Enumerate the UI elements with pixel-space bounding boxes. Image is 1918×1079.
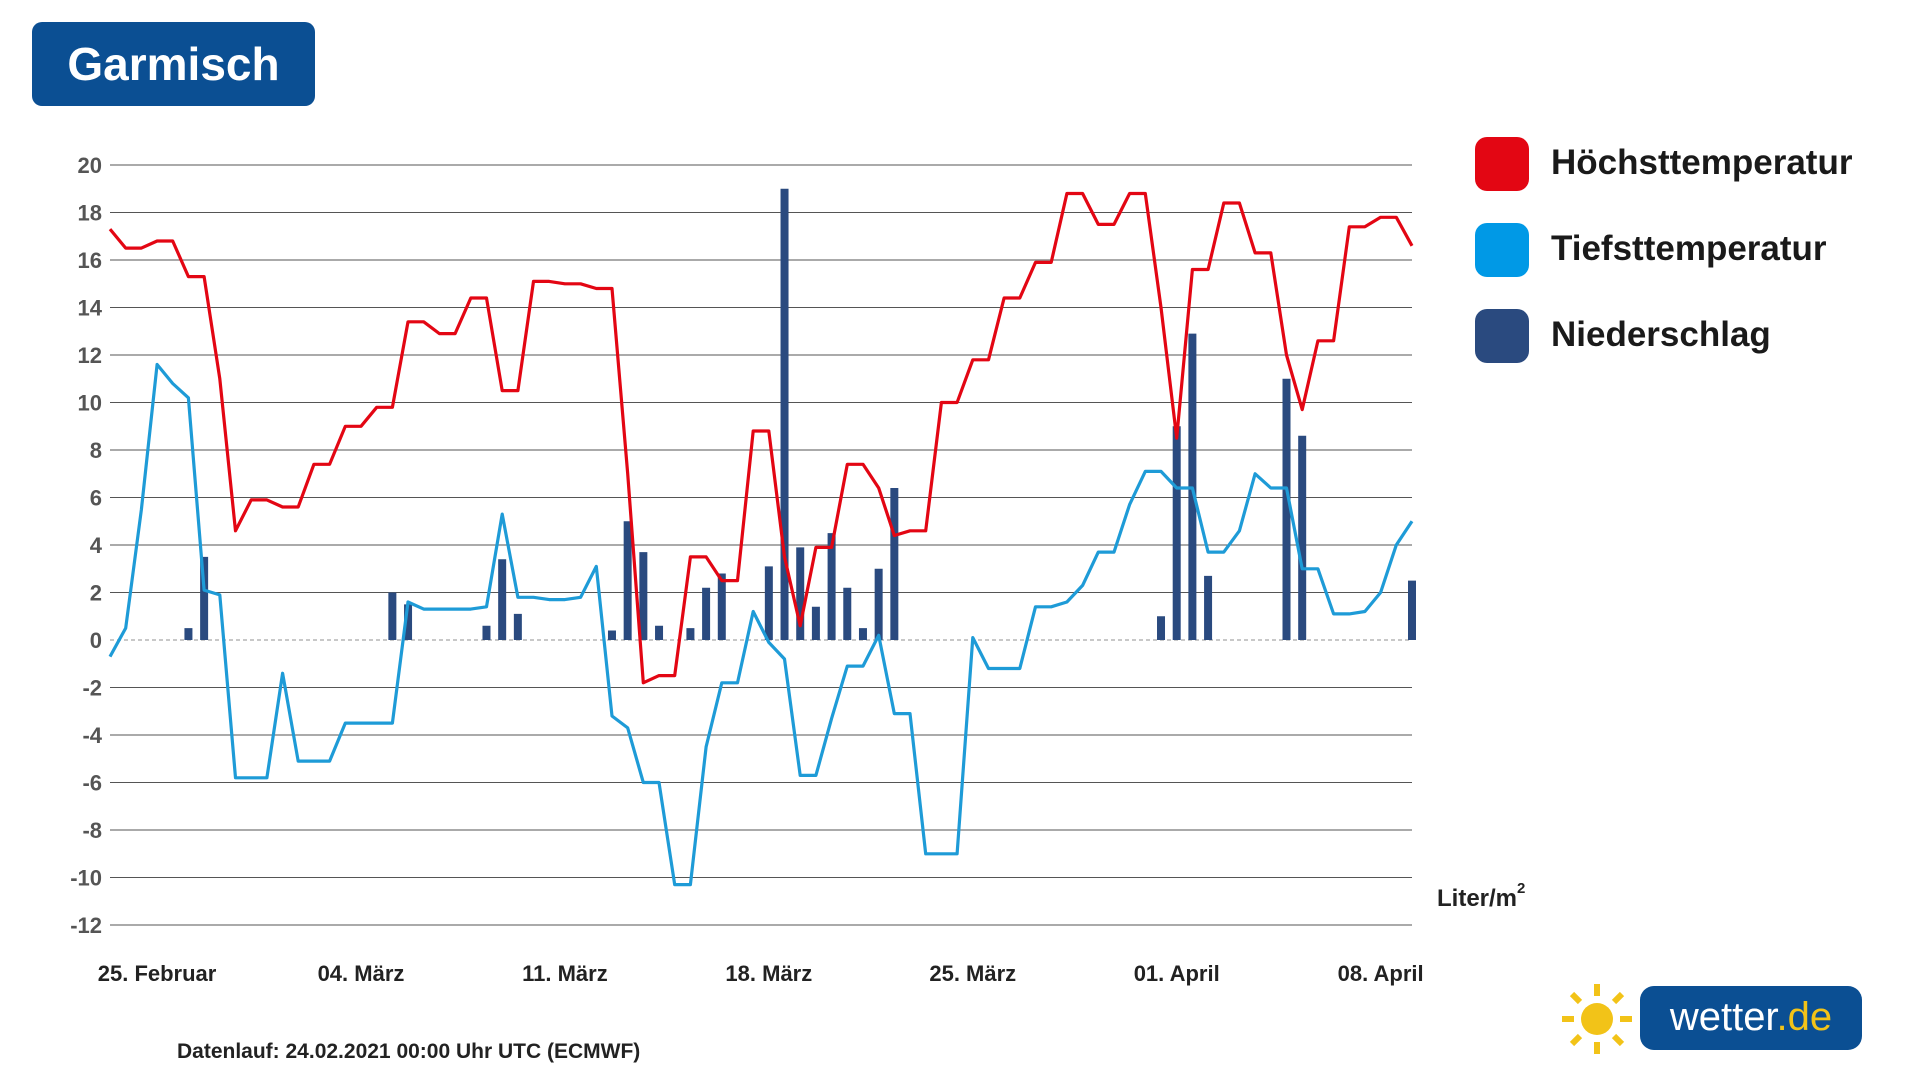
chart-title: Garmisch <box>32 22 315 106</box>
sun-icon <box>1562 984 1632 1054</box>
precipitation-unit-label: Liter/m2 <box>1437 880 1525 913</box>
y-tick-label: 2 <box>90 581 102 606</box>
temperature-lines <box>108 191 1414 887</box>
x-tick-label: 18. März <box>725 961 812 986</box>
precipitation-bar <box>874 568 883 640</box>
precipitation-bar <box>482 625 491 640</box>
precipitation-bar <box>1408 580 1416 640</box>
precipitation-bar <box>184 628 193 640</box>
precipitation-bar <box>686 628 695 640</box>
precipitation-bar <box>811 606 820 640</box>
legend-swatch-min <box>1475 223 1529 277</box>
precipitation-bar <box>639 552 648 640</box>
logo-name: wetter <box>1669 995 1777 1039</box>
unit-text: Liter/m <box>1437 885 1518 912</box>
precipitation-bar <box>1157 616 1166 640</box>
chart-grid <box>110 164 1412 926</box>
precipitation-bar <box>858 628 867 640</box>
precipitation-bar <box>780 188 789 640</box>
y-tick-label: -4 <box>82 723 102 748</box>
precipitation-bars <box>184 188 1416 640</box>
logo-wordmark: wetter.de <box>1640 986 1862 1050</box>
x-tick-label: 08. April <box>1338 961 1424 986</box>
precipitation-bar <box>498 559 507 640</box>
y-tick-label: 12 <box>78 343 102 368</box>
precipitation-bar <box>607 630 616 640</box>
precipitation-bar <box>1282 378 1291 640</box>
y-tick-label: 4 <box>90 533 103 558</box>
precipitation-bar <box>388 592 397 640</box>
precipitation-bar <box>717 573 726 640</box>
x-axis-ticks: 25. Februar 04. März 11. März 18. März 25. M… <box>98 961 1424 986</box>
legend-label-max: Höchsttemperatur <box>1551 143 1853 182</box>
precipitation-bar <box>1204 575 1213 640</box>
precipitation-bar <box>623 521 632 640</box>
y-tick-label: -10 <box>70 866 102 891</box>
precipitation-bar <box>796 547 805 640</box>
precipitation-bar <box>200 556 209 640</box>
x-tick-label: 04. März <box>318 961 405 986</box>
precipitation-bar <box>764 566 773 640</box>
y-tick-label: 16 <box>78 248 102 273</box>
wetter-de-logo[interactable]: wetter.de <box>1560 982 1865 1056</box>
data-run-footnote: Datenlauf: 24.02.2021 00:00 Uhr UTC (ECM… <box>177 1040 641 1063</box>
precipitation-bar <box>1172 426 1181 640</box>
legend-swatch-max <box>1475 137 1529 191</box>
legend-label-precip: Niederschlag <box>1551 315 1771 354</box>
precipitation-bar <box>843 587 852 640</box>
y-tick-label: -6 <box>82 771 102 796</box>
y-tick-label: 6 <box>90 486 102 511</box>
x-tick-label: 25. Februar <box>98 961 217 986</box>
logo-tld: .de <box>1776 995 1833 1039</box>
max-temperature-line <box>108 191 1414 685</box>
y-tick-label: -2 <box>82 676 102 701</box>
precipitation-bar <box>827 533 836 640</box>
y-tick-label: 0 <box>90 628 102 653</box>
precipitation-bar <box>655 625 664 640</box>
y-tick-label: 10 <box>78 391 102 416</box>
x-tick-label: 25. März <box>929 961 1016 986</box>
y-tick-label: 8 <box>90 438 102 463</box>
x-tick-label: 11. März <box>522 961 608 986</box>
y-tick-label: 14 <box>78 296 103 321</box>
y-tick-label: 20 <box>78 153 102 178</box>
precipitation-bar <box>404 604 413 640</box>
y-tick-label: -8 <box>82 818 102 843</box>
precipitation-bar <box>1298 435 1307 640</box>
min-temperature-line <box>108 362 1414 887</box>
legend-label-min: Tiefsttemperatur <box>1551 229 1827 268</box>
precipitation-bar <box>702 587 711 640</box>
y-tick-label: 18 <box>78 201 102 226</box>
y-tick-label: -12 <box>70 913 102 938</box>
precipitation-bar <box>890 488 899 640</box>
unit-exponent: 2 <box>1517 880 1526 897</box>
x-tick-label: 01. April <box>1134 961 1220 986</box>
precipitation-bar <box>513 613 522 640</box>
legend-swatch-precip <box>1475 309 1529 363</box>
